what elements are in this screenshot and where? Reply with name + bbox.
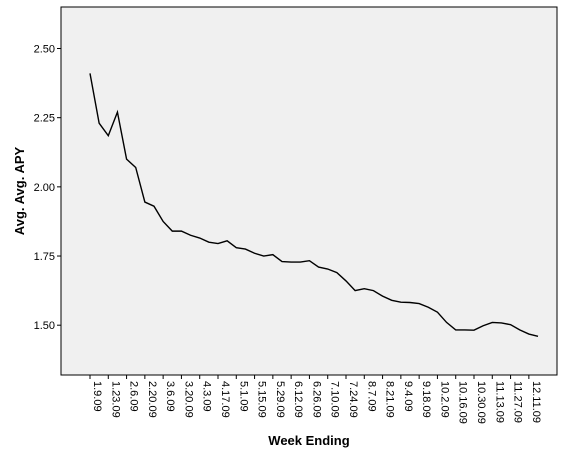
- series-line-apy: [89, 73, 539, 337]
- y-axis-title: Avg. Avg. APY: [12, 146, 27, 235]
- y-tick-label: 1.50: [34, 320, 55, 332]
- x-tick-label: 1.23.09: [109, 381, 121, 418]
- x-tick-label: 5.1.09: [237, 381, 249, 412]
- x-tick-label: 8.21.09: [384, 381, 396, 418]
- x-tick-label: 4.17.09: [219, 381, 231, 418]
- x-tick-label: 2.6.09: [128, 381, 140, 412]
- x-tick-label: 9.4.09: [402, 381, 414, 412]
- plot-area: [60, 6, 558, 376]
- x-tick-label: 10.30.09: [475, 381, 487, 424]
- x-tick-label: 5.29.09: [274, 381, 286, 418]
- x-tick-label: 6.26.09: [310, 381, 322, 418]
- y-tick-label: 2.00: [34, 182, 55, 194]
- x-tick-label: 9.18.09: [420, 381, 432, 418]
- y-tick-label: 1.75: [34, 251, 55, 263]
- x-tick-label: 10.2.09: [438, 381, 450, 418]
- x-tick-label: 7.10.09: [329, 381, 341, 418]
- x-tick-label: 11.27.09: [512, 381, 524, 423]
- x-axis: 1.9.09 1.23.09 2.6.09 2.20.09 3.6.09 3.20.09 4…: [89, 375, 542, 424]
- x-tick-label: 5.15.09: [256, 381, 268, 418]
- x-tick-label: 3.20.09: [182, 381, 194, 418]
- x-tick-label: 3.6.09: [164, 381, 176, 412]
- x-axis-title: Week Ending: [268, 433, 349, 448]
- x-tick-label: 2.20.09: [146, 381, 158, 418]
- x-tick-label: 8.7.09: [365, 381, 377, 412]
- x-tick-label: 11.13.09: [493, 381, 505, 423]
- x-tick-label: 6.12.09: [292, 381, 304, 418]
- y-tick-label: 2.25: [34, 113, 55, 125]
- y-tick-label: 2.50: [34, 44, 55, 56]
- y-axis: 1.50 1.75 2.00 2.25 2.50: [34, 44, 61, 332]
- x-tick-label: 4.3.09: [201, 381, 213, 412]
- x-tick-label: 10.16.09: [457, 381, 469, 424]
- x-tick-label: 1.9.09: [91, 381, 103, 412]
- x-tick-label: 12.11.09: [530, 381, 542, 423]
- x-tick-label: 7.24.09: [347, 381, 359, 418]
